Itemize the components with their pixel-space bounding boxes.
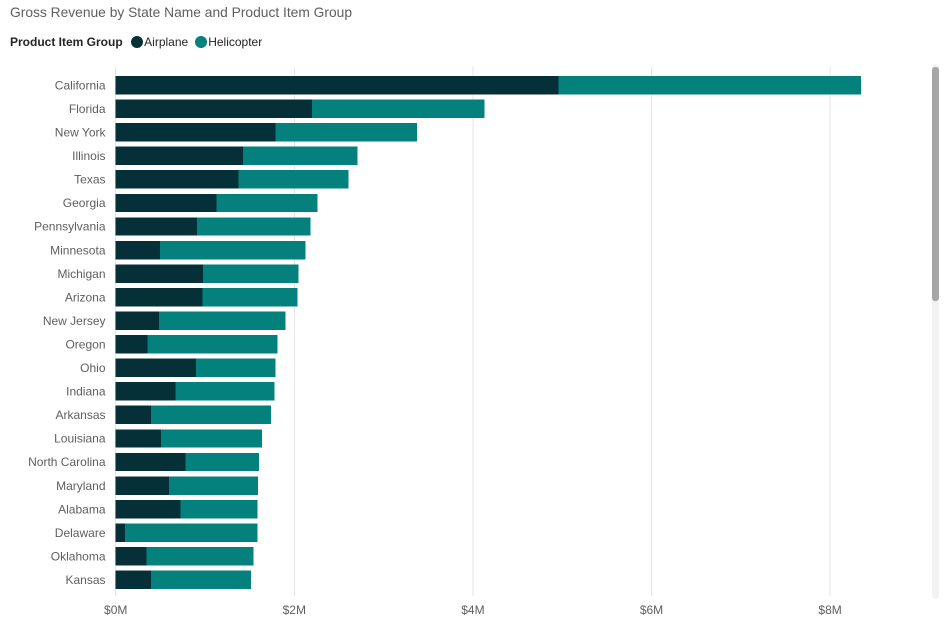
svg-text:$2M: $2M	[283, 603, 306, 617]
svg-text:Ohio: Ohio	[80, 361, 106, 375]
svg-text:Arkansas: Arkansas	[55, 408, 105, 422]
svg-text:Texas: Texas	[74, 173, 105, 187]
svg-text:New York: New York	[55, 126, 107, 140]
svg-text:Pennsylvania: Pennsylvania	[34, 220, 106, 234]
svg-text:Florida: Florida	[69, 102, 106, 116]
svg-text:Louisiana: Louisiana	[54, 432, 106, 446]
svg-text:Maryland: Maryland	[56, 479, 105, 493]
svg-text:$4M: $4M	[461, 603, 484, 617]
svg-text:Kansas: Kansas	[65, 573, 105, 587]
svg-text:$8M: $8M	[818, 603, 841, 617]
svg-text:Illinois: Illinois	[72, 149, 105, 163]
svg-text:Delaware: Delaware	[55, 526, 106, 540]
svg-text:Indiana: Indiana	[66, 385, 106, 399]
svg-text:Oklahoma: Oklahoma	[51, 549, 106, 563]
svg-text:North Carolina: North Carolina	[28, 455, 106, 469]
svg-text:Georgia: Georgia	[63, 196, 106, 210]
svg-text:California: California	[55, 78, 106, 92]
svg-text:Alabama: Alabama	[58, 502, 106, 516]
svg-text:$0M: $0M	[104, 603, 127, 617]
svg-text:New Jersey: New Jersey	[43, 314, 106, 328]
svg-text:Arizona: Arizona	[65, 290, 106, 304]
svg-text:Minnesota: Minnesota	[50, 243, 106, 257]
svg-text:$6M: $6M	[640, 603, 663, 617]
svg-text:Oregon: Oregon	[65, 337, 105, 351]
svg-text:Michigan: Michigan	[57, 267, 105, 281]
